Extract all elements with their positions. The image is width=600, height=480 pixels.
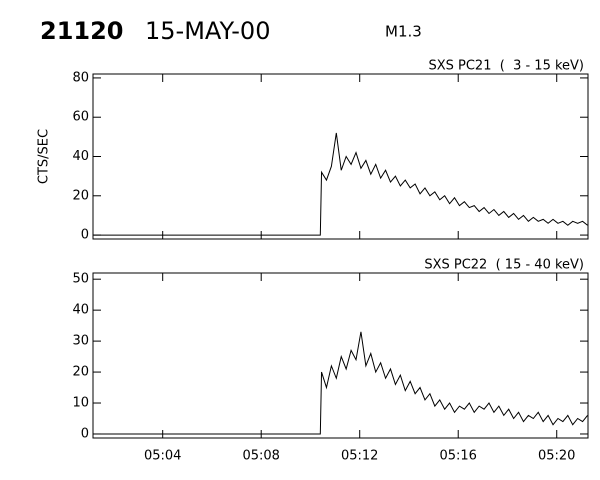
count-rate-line [93, 132, 588, 236]
y-tick-label: 30 [72, 334, 89, 349]
y-tick-label: 60 [72, 110, 89, 125]
count-rate-line [93, 331, 588, 435]
y-tick-label: 20 [72, 365, 89, 380]
panel-title: SXS PC21 ( 3 - 15 keV) [428, 59, 584, 74]
y-tick-label: 80 [72, 70, 89, 85]
y-tick-label: 0 [81, 228, 89, 243]
event-id: 21120 [40, 17, 124, 45]
y-tick-label: 40 [72, 149, 89, 164]
x-tick-label: 05:04 [144, 449, 181, 464]
y-tick-label: 40 [72, 303, 89, 318]
x-tick-label: 05:12 [341, 449, 378, 464]
plot-frame [92, 272, 589, 439]
x-tick-label: 05:20 [538, 449, 575, 464]
event-date: 15-MAY-00 [145, 17, 270, 45]
x-tick-label: 05:16 [439, 449, 476, 464]
panel-title: SXS PC22 ( 15 - 40 keV) [424, 258, 584, 273]
y-tick-label: 10 [72, 396, 89, 411]
y-tick-label: 20 [72, 188, 89, 203]
y-axis-label: CTS/SEC [37, 129, 52, 184]
y-tick-label: 50 [72, 272, 89, 287]
x-tick-label: 05:08 [242, 449, 279, 464]
flare-class: M1.3 [385, 23, 422, 41]
y-tick-label: 0 [81, 426, 89, 441]
